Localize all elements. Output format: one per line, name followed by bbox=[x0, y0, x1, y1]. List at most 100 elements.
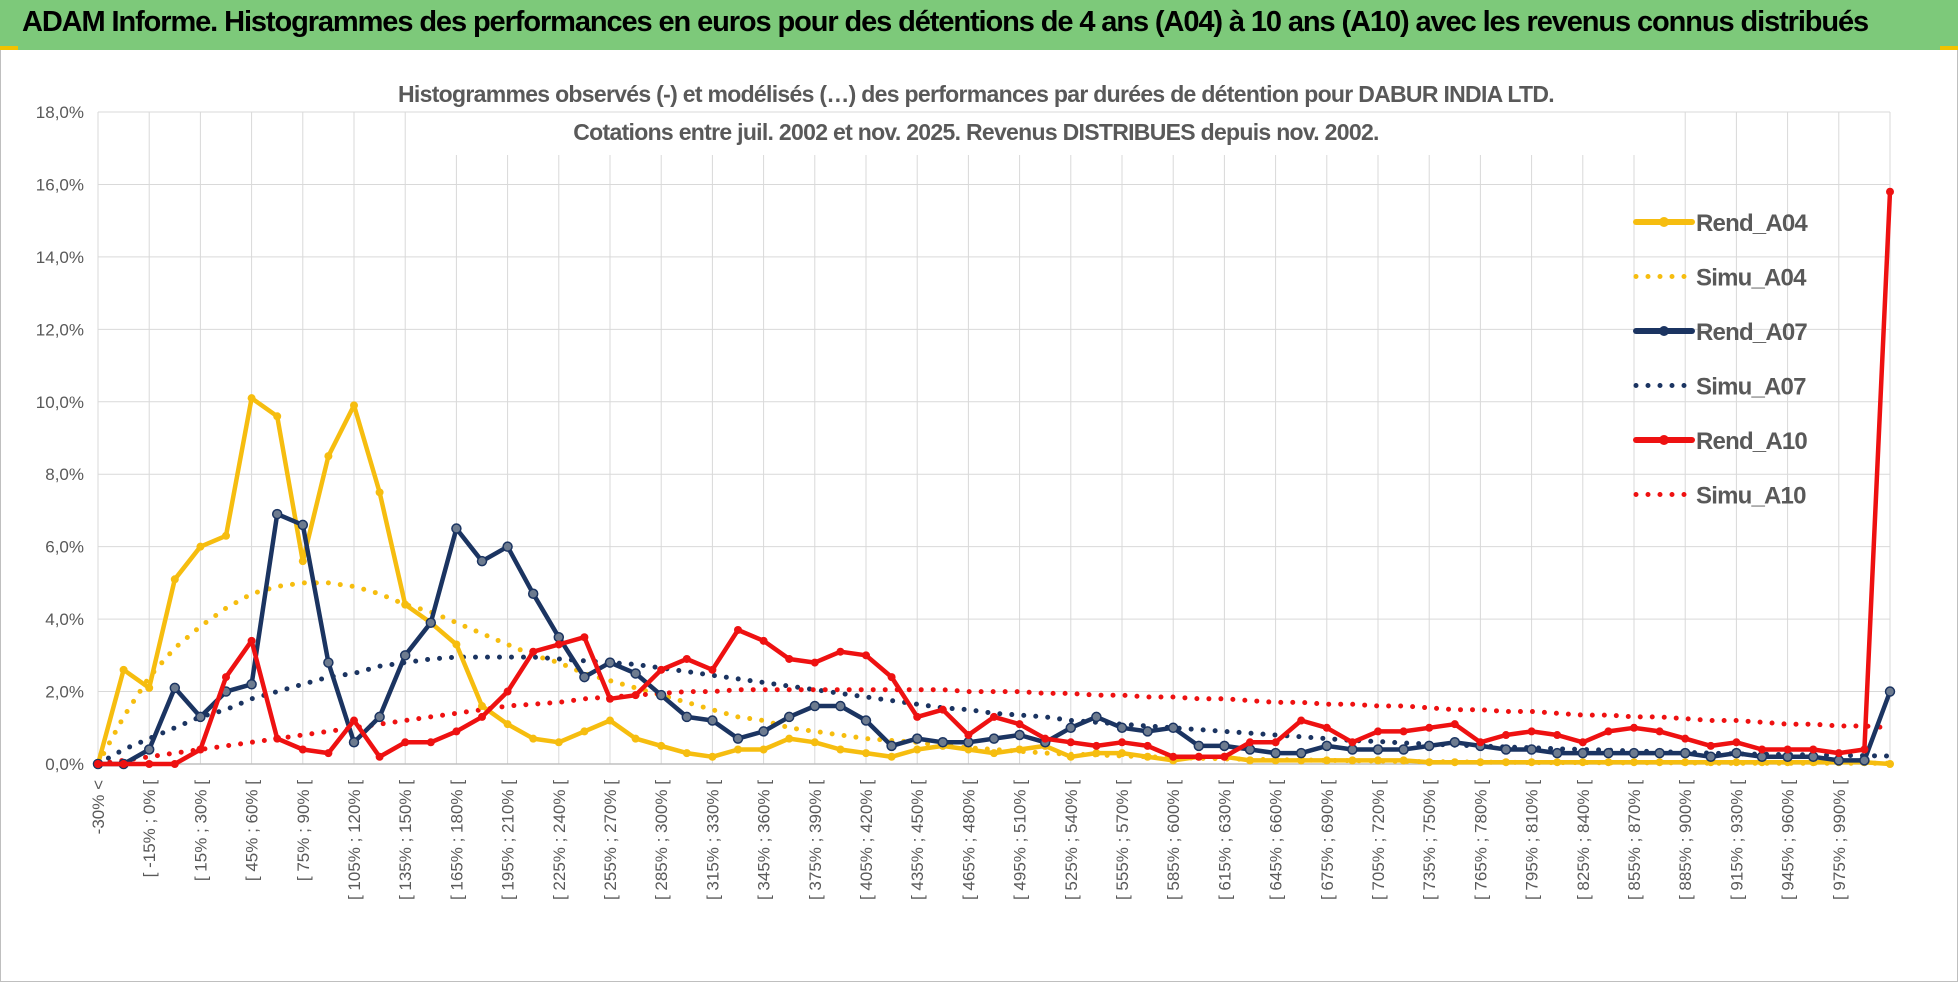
data-point-rend_a07 bbox=[502, 541, 513, 552]
data-point-rend_a07 bbox=[758, 726, 769, 737]
x-tick-label: [ 345% ; 360% [ bbox=[755, 780, 774, 900]
data-point-rend_a10 bbox=[1860, 745, 1869, 754]
data-point-rend_a04 bbox=[452, 640, 461, 649]
data-point-rend_a07 bbox=[630, 668, 641, 679]
data-point-rend_a04 bbox=[913, 745, 922, 754]
data-point-rend_a10 bbox=[1169, 752, 1178, 761]
data-point-rend_a07 bbox=[988, 733, 1000, 744]
data-point-rend_a04 bbox=[350, 401, 358, 410]
data-point-rend_a04 bbox=[1604, 758, 1613, 767]
report-banner: ADAM Informe. Histogrammes des performan… bbox=[0, 0, 1958, 50]
data-point-rend_a10 bbox=[529, 647, 538, 656]
data-point-rend_a07 bbox=[1756, 751, 1768, 763]
data-point-rend_a07 bbox=[1321, 740, 1333, 752]
data-point-rend_a07 bbox=[1449, 737, 1461, 748]
data-point-rend_a04 bbox=[708, 752, 717, 761]
data-point-rend_a10 bbox=[1681, 734, 1690, 743]
legend-label: Simu_A10 bbox=[1696, 483, 1806, 510]
data-point-rend_a10 bbox=[682, 654, 691, 663]
data-point-rend_a04 bbox=[1348, 756, 1357, 765]
data-point-rend_a10 bbox=[1271, 738, 1280, 747]
data-point-rend_a07 bbox=[1577, 747, 1589, 759]
data-point-rend_a07 bbox=[1884, 686, 1896, 697]
data-point-rend_a10 bbox=[657, 665, 666, 674]
data-point-rend_a04 bbox=[682, 749, 691, 758]
data-point-rend_a04 bbox=[1886, 760, 1894, 768]
data-point-rend_a10 bbox=[1578, 738, 1587, 747]
data-point-rend_a07 bbox=[1807, 751, 1819, 763]
y-tick-label: 8,0% bbox=[45, 465, 84, 484]
x-tick-label: -30% < bbox=[89, 780, 108, 834]
data-point-rend_a07 bbox=[937, 737, 949, 748]
data-point-rend_a07 bbox=[246, 679, 257, 690]
data-point-rend_a10 bbox=[1348, 738, 1357, 747]
y-tick-label: 2,0% bbox=[45, 683, 84, 702]
x-tick-label: [ 675% ; 690% [ bbox=[1318, 780, 1337, 900]
data-point-rend_a04 bbox=[810, 738, 819, 747]
data-point-rend_a07 bbox=[1398, 744, 1409, 755]
x-tick-label: [ 15% ; 30% [ bbox=[191, 780, 210, 881]
y-axis-ticks: 0,0% 2,0% 4,0% 6,0% 8,0% 10,0% 12,0% 14,0% 16,0%… bbox=[36, 103, 84, 774]
x-tick-label: [ 315% ; 330% [ bbox=[703, 780, 722, 900]
data-point-rend_a10 bbox=[1809, 745, 1818, 754]
data-point-rend_a07 bbox=[1193, 740, 1205, 752]
chart-title: Histogrammes observés (-) et modélisés (… bbox=[398, 81, 1555, 145]
data-point-rend_a07 bbox=[809, 700, 821, 712]
data-point-rend_a10 bbox=[1732, 738, 1741, 747]
legend: Rend_A04 Simu_A04 Rend_A07 Simu_A07 Rend_A10… bbox=[1633, 210, 1809, 510]
data-point-rend_a10 bbox=[862, 651, 870, 660]
data-point-rend_a07 bbox=[860, 715, 872, 726]
corner-mark-right bbox=[1940, 46, 1958, 50]
data-point-rend_a10 bbox=[1297, 716, 1306, 725]
data-point-rend_a07 bbox=[323, 657, 334, 668]
y-tick-label: 10,0% bbox=[36, 393, 84, 412]
data-point-rend_a07 bbox=[1347, 744, 1358, 755]
data-point-rend_a07 bbox=[1526, 744, 1537, 755]
data-point-rend_a10 bbox=[247, 636, 256, 645]
x-tick-label: [ 855% ; 870% [ bbox=[1625, 780, 1644, 900]
x-tick-label: [ 135% ; 150% [ bbox=[396, 780, 415, 900]
data-point-rend_a07 bbox=[604, 657, 616, 668]
data-point-rend_a04 bbox=[734, 745, 742, 754]
data-point-rend_a07 bbox=[297, 519, 309, 531]
data-point-rend_a07 bbox=[1014, 729, 1025, 741]
data-point-rend_a04 bbox=[1425, 758, 1434, 767]
data-point-rend_a10 bbox=[913, 712, 922, 721]
data-point-rend_a10 bbox=[1886, 187, 1894, 196]
data-point-rend_a10 bbox=[1655, 727, 1664, 736]
chart-title-line-1: Histogrammes observés (-) et modélisés (… bbox=[398, 81, 1554, 107]
series-line-simu_a10 bbox=[95, 687, 1893, 767]
data-point-rend_a10 bbox=[145, 760, 154, 768]
data-point-rend_a10 bbox=[503, 687, 512, 696]
data-point-rend_a04 bbox=[1271, 756, 1280, 765]
data-point-rend_a07 bbox=[1859, 755, 1870, 766]
data-point-rend_a04 bbox=[170, 575, 179, 584]
data-point-rend_a07 bbox=[553, 631, 565, 643]
data-point-rend_a10 bbox=[1834, 749, 1843, 758]
data-point-rend_a07 bbox=[1142, 726, 1153, 737]
data-point-rend_a10 bbox=[452, 727, 461, 736]
x-tick-label: [ 645% ; 660% [ bbox=[1267, 780, 1286, 900]
data-point-rend_a04 bbox=[1630, 758, 1638, 767]
x-tick-label: [ 405% ; 420% [ bbox=[857, 780, 876, 900]
data-point-rend_a04 bbox=[375, 488, 384, 497]
y-tick-label: 0,0% bbox=[45, 755, 84, 774]
data-point-rend_a04 bbox=[196, 542, 205, 551]
data-point-rend_a07 bbox=[1423, 740, 1435, 752]
data-point-rend_a10 bbox=[836, 647, 845, 656]
x-tick-label: [ 75% ; 90% [ bbox=[294, 780, 313, 881]
data-point-rend_a10 bbox=[785, 654, 794, 663]
data-point-rend_a04 bbox=[1450, 758, 1459, 767]
data-point-rend_a07 bbox=[1551, 747, 1563, 759]
data-point-rend_a04 bbox=[554, 738, 563, 747]
data-point-rend_a10 bbox=[1246, 738, 1254, 747]
data-point-rend_a04 bbox=[1066, 752, 1075, 761]
legend-label: Rend_A10 bbox=[1696, 428, 1807, 455]
data-point-rend_a10 bbox=[375, 752, 384, 761]
legend-label: Rend_A07 bbox=[1696, 319, 1807, 346]
x-tick-label: [ 105% ; 120% [ bbox=[345, 780, 364, 900]
data-point-rend_a10 bbox=[1476, 738, 1485, 747]
x-tick-label: [ 765% ; 780% [ bbox=[1471, 780, 1490, 900]
data-point-rend_a07 bbox=[195, 711, 206, 723]
data-point-rend_a10 bbox=[1706, 741, 1715, 750]
